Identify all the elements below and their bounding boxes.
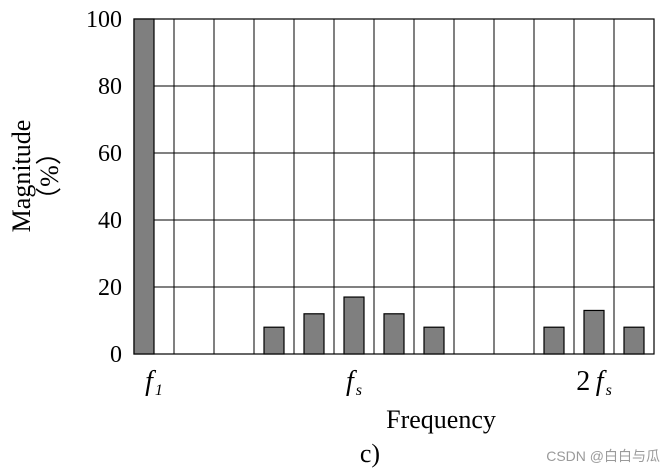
bar (383, 313, 405, 355)
y-tick-label: 0 (110, 342, 122, 368)
bar (343, 296, 365, 355)
y-ticks: 0 20 40 60 80 100 (86, 7, 122, 368)
bar (263, 326, 285, 355)
y-tick-label: 40 (98, 208, 122, 234)
y-tick-label: 80 (98, 74, 122, 100)
x-axis-title: Frequency (386, 405, 496, 434)
y-tick-label: 60 (98, 141, 122, 167)
y-tick-label: 100 (86, 7, 122, 33)
bar (583, 309, 605, 355)
watermark: CSDN @白白与瓜 (546, 448, 660, 464)
bar (423, 326, 445, 355)
bars (133, 18, 645, 355)
bar (623, 326, 645, 355)
bar (303, 313, 325, 355)
bar (133, 18, 155, 355)
y-tick-label: 20 (98, 275, 122, 301)
y-axis-unit: （%） (35, 139, 64, 213)
figure-caption: c) (360, 439, 380, 468)
grid (133, 18, 655, 355)
y-axis-title: Magnitude (7, 120, 36, 233)
bar (543, 326, 565, 355)
plot-frame (133, 18, 655, 355)
